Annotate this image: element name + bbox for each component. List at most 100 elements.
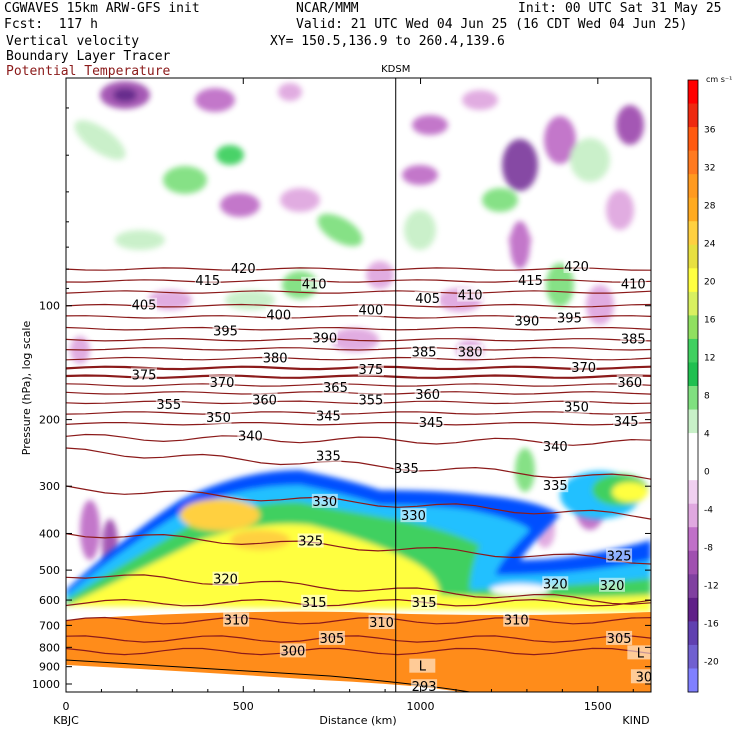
colorbar-label: 4 — [704, 430, 710, 440]
y-tick-label: 200 — [39, 414, 60, 427]
colorbar-swatch — [688, 480, 698, 505]
contour-label: 390 — [514, 314, 539, 329]
isentrope-415 — [66, 279, 651, 283]
contour-label: 375 — [132, 369, 157, 384]
contour-label-bg — [563, 259, 590, 274]
isentrope-410 — [66, 290, 651, 294]
contour-label: 335 — [543, 479, 568, 494]
cross-section-endpoints: XY= 150.5,136.9 to 260.4,139.6 — [270, 34, 505, 49]
contour-label: 415 — [518, 274, 543, 289]
contour-label: 395 — [213, 325, 238, 340]
contour-label: 325 — [298, 534, 323, 549]
colorbar-label: -16 — [704, 620, 719, 630]
colorbar-swatch — [688, 621, 698, 646]
colorbar-units: cm s⁻¹ — [706, 75, 732, 84]
colorbar-swatch — [688, 315, 698, 340]
isentrope-315 — [66, 598, 651, 607]
contour-label-bg — [279, 643, 306, 658]
colorbar-swatch — [688, 244, 698, 269]
isentrope-305 — [66, 635, 651, 643]
field-label-theta: Potential Temperature — [6, 64, 171, 79]
contour-label: 345 — [614, 415, 639, 430]
contour-label-bg — [599, 577, 625, 592]
contour-label: 340 — [238, 430, 263, 445]
contour-label-bg — [301, 594, 328, 609]
contour-label: 320 — [600, 579, 625, 594]
contour-label: 340 — [543, 440, 568, 455]
contour-label-bg — [606, 548, 633, 563]
colorbar-swatch — [688, 550, 698, 575]
y-tick-label: 100 — [39, 300, 60, 313]
isentrope-330 — [66, 485, 651, 520]
isentrope-310 — [66, 616, 651, 625]
contour-label: 350 — [564, 401, 589, 416]
colorbar-swatch — [688, 80, 698, 105]
contour-label: L — [419, 660, 427, 675]
contour-label-bg — [357, 392, 384, 407]
isentrope-325 — [66, 533, 651, 565]
contour-label-bg — [620, 331, 647, 346]
colorbar-label: -8 — [704, 544, 713, 554]
contour-label-bg — [400, 508, 427, 523]
colorbar-swatch — [688, 409, 698, 434]
colorbar-swatch — [688, 150, 698, 175]
x-tick-label: 0 — [63, 700, 70, 713]
y-tick-label: 600 — [39, 594, 60, 607]
isentrope-420 — [66, 267, 651, 271]
contour-label-bg — [517, 272, 544, 287]
contour-label-bg — [194, 272, 221, 287]
contour-label: 395 — [557, 311, 582, 326]
station-label-kdsm: KDSM — [381, 64, 410, 75]
contour-label: 345 — [316, 409, 341, 424]
contour-label-bg — [131, 367, 157, 382]
isentrope-365 — [66, 383, 651, 387]
x-axis-title: Distance (km) — [319, 714, 396, 727]
contour-label-bg — [223, 612, 250, 627]
contour-label: 325 — [607, 549, 632, 564]
colorbar: 36 32 28 24 20 16 12 8 4 0 -4 -8 -12 -16 -20 — [687, 79, 719, 693]
contour-label: 370 — [210, 376, 235, 391]
colorbar-label: 8 — [704, 392, 710, 402]
forecast-hour: Fcst: 117 h — [4, 17, 98, 32]
contour-label: 350 — [206, 411, 231, 426]
contour-label-bg — [251, 392, 278, 407]
contour-label: 315 — [302, 596, 327, 611]
colorbar-swatch — [688, 386, 698, 411]
contour-label-bg — [212, 571, 239, 586]
isentrope-335 — [66, 447, 651, 480]
org-label: NCAR/MMM — [296, 1, 359, 16]
colorbar-swatch — [688, 574, 698, 599]
contour-label-bg — [627, 645, 651, 660]
contour-label: 415 — [195, 274, 220, 289]
colorbar-label: 32 — [704, 163, 715, 173]
contour-label: 30 — [636, 670, 653, 685]
contour-label: 293 — [412, 680, 437, 695]
field-label-velocity: Vertical velocity — [6, 34, 140, 49]
contour-label: 405 — [132, 299, 157, 314]
colorbar-label: 20 — [704, 277, 716, 287]
y-tick-label: 300 — [39, 480, 60, 493]
contour-label: 315 — [412, 596, 437, 611]
contour-label: 390 — [312, 331, 337, 346]
station-label-kind: KIND — [622, 714, 649, 727]
x-tick-label: 500 — [233, 700, 254, 713]
colorbar-swatch — [688, 668, 698, 693]
contour-label: 375 — [358, 363, 383, 378]
contour-label: 355 — [358, 393, 383, 408]
contour-label-bg — [318, 630, 345, 645]
contour-label: 310 — [504, 614, 529, 629]
contour-label: 305 — [319, 632, 344, 647]
contour-label-bg — [414, 386, 441, 401]
colorbar-label: -4 — [704, 506, 713, 516]
isentrope-380 — [66, 356, 651, 361]
contour-label-bg — [418, 414, 445, 429]
contour-label-bg — [311, 493, 338, 508]
contour-label: 410 — [302, 278, 327, 293]
contour-label-bg — [357, 362, 384, 377]
contour-label-bg — [409, 658, 436, 673]
model-title: CGWAVES 15km ARW-GFS init — [4, 1, 200, 16]
colorbar-swatch — [688, 456, 698, 481]
contour-label-bg — [212, 323, 239, 338]
contour-label-bg — [606, 630, 633, 645]
colorbar-label: -20 — [704, 658, 719, 668]
